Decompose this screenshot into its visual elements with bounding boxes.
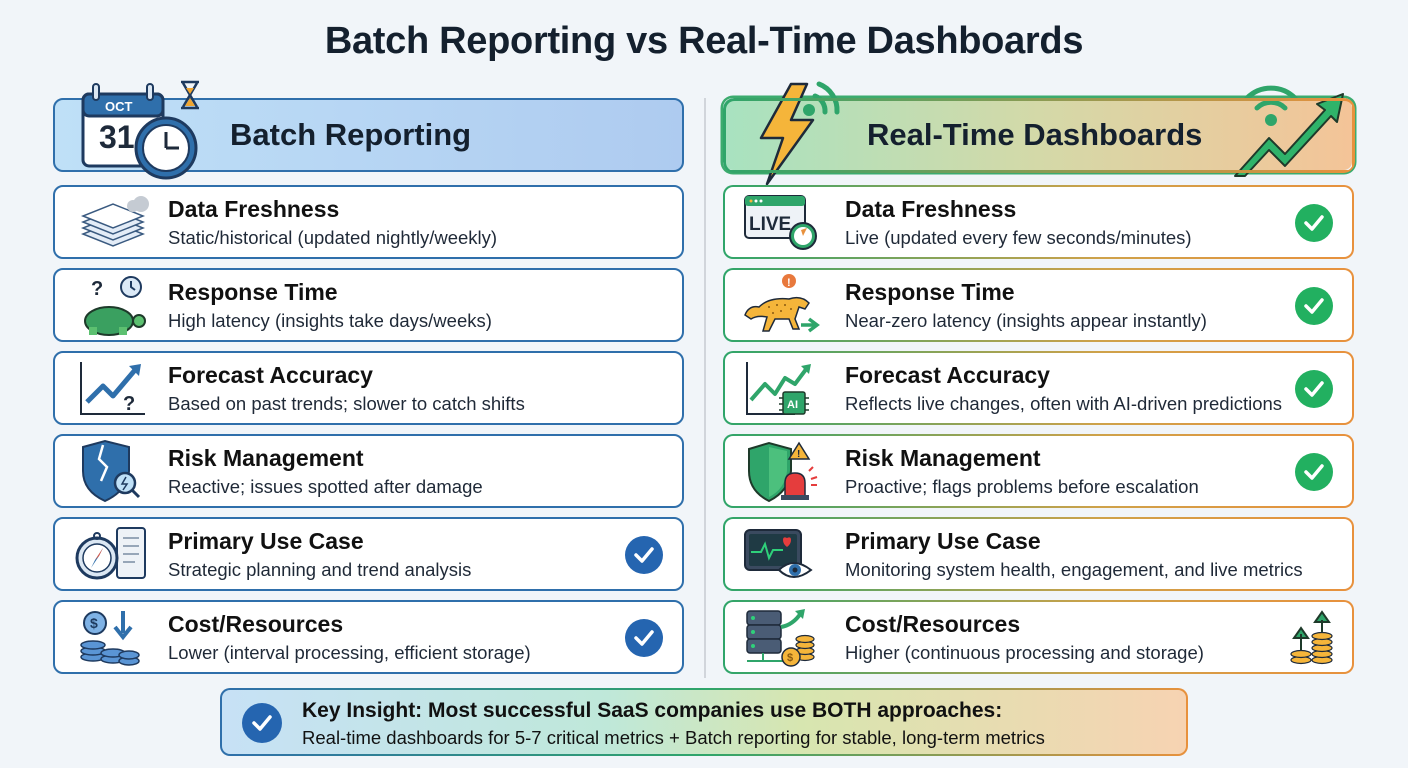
- key-insight-banner: Key Insight: Most successful SaaS compan…: [220, 688, 1188, 756]
- row-description: Monitoring system health, engagement, an…: [845, 559, 1303, 580]
- realtime-row-response-time: ! Response Time Near-zero latency (insig…: [723, 268, 1354, 342]
- column-divider: [704, 98, 706, 678]
- realtime-row-data-freshness: LIVE Data Freshness Live (updated every …: [723, 185, 1354, 259]
- row-label: Primary Use Case: [845, 528, 1041, 554]
- row-description: Reflects live changes, often with AI-dri…: [845, 393, 1283, 414]
- shield-alarm-icon: !: [739, 441, 821, 503]
- svg-text:OCT: OCT: [105, 99, 133, 114]
- svg-text:$: $: [787, 652, 793, 664]
- row-description: Strategic planning and trend analysis: [168, 559, 472, 580]
- svg-text:!: !: [797, 449, 800, 460]
- wifi-trend-up-icon: [1225, 80, 1355, 180]
- row-description: Live (updated every few seconds/minutes): [845, 227, 1192, 248]
- check-icon: [1295, 370, 1333, 408]
- svg-text:?: ?: [91, 278, 103, 300]
- coins-down-icon: $: [73, 607, 155, 667]
- trend-ai-chip-icon: AI: [739, 358, 821, 418]
- row-label: Cost/Resources: [168, 611, 344, 637]
- row-label: Forecast Accuracy: [845, 362, 1050, 388]
- svg-text:AI: AI: [787, 399, 798, 411]
- compass-scroll-icon: [73, 524, 155, 584]
- calendar-clock-hourglass-icon: OCT 31: [55, 80, 205, 184]
- live-stopwatch-icon: LIVE: [739, 192, 821, 252]
- svg-text:?: ?: [123, 393, 135, 415]
- svg-text:$: $: [90, 615, 98, 631]
- row-description: High latency (insights take days/weeks): [168, 310, 492, 331]
- realtime-row-risk-management: ! Risk Management Proactive; flags probl…: [723, 434, 1354, 508]
- realtime-header: Real-Time Dashboards: [723, 81, 1354, 186]
- batch-row-cost-resources: $ Cost/Resources Lower (interval process…: [53, 600, 684, 674]
- page-title: Batch Reporting vs Real-Time Dashboards: [324, 20, 1084, 62]
- coins-up-icon: [1288, 610, 1338, 666]
- row-label: Data Freshness: [845, 196, 1017, 222]
- insight-body: Real-time dashboards for 5-7 critical me…: [302, 727, 1045, 748]
- batch-row-data-freshness: Data Freshness Static/historical (update…: [53, 185, 684, 259]
- row-description: Lower (interval processing, efficient st…: [168, 642, 531, 663]
- batch-header-title: Batch Reporting: [230, 117, 472, 152]
- check-icon: [1295, 204, 1333, 242]
- row-label: Risk Management: [168, 445, 364, 471]
- row-description: Higher (continuous processing and storag…: [845, 642, 1204, 663]
- check-icon: [625, 536, 663, 574]
- row-label: Forecast Accuracy: [168, 362, 373, 388]
- monitor-eye-icon: [739, 524, 821, 584]
- broken-shield-icon: [73, 439, 155, 503]
- realtime-row-cost-resources: $ Cost/Resources Higher (continuous proc…: [723, 600, 1354, 674]
- batch-header: OCT 31 Batch Reporting: [53, 80, 684, 180]
- realtime-header-title: Real-Time Dashboards: [867, 117, 1203, 152]
- row-label: Risk Management: [845, 445, 1041, 471]
- trend-question-icon: ?: [73, 358, 155, 418]
- svg-text:!: !: [787, 277, 791, 289]
- row-description: Static/historical (updated nightly/weekl…: [168, 227, 498, 248]
- check-icon: [1295, 453, 1333, 491]
- row-label: Response Time: [168, 279, 338, 305]
- row-label: Cost/Resources: [845, 611, 1021, 637]
- batch-row-risk-management: Risk Management Reactive; issues spotted…: [53, 434, 684, 508]
- row-label: Data Freshness: [168, 196, 340, 222]
- batch-row-primary-use-case: Primary Use Case Strategic planning and …: [53, 517, 684, 591]
- row-description: Based on past trends; slower to catch sh…: [168, 393, 525, 414]
- svg-text:31: 31: [99, 119, 135, 155]
- realtime-row-forecast-accuracy: AI Forecast Accuracy Reflects live chang…: [723, 351, 1354, 425]
- row-description: Near-zero latency (insights appear insta…: [845, 310, 1207, 331]
- row-description: Reactive; issues spotted after damage: [168, 476, 483, 497]
- server-coins-icon: $: [739, 607, 821, 667]
- cheetah-icon: !: [739, 274, 821, 335]
- lightning-signal-icon: [755, 80, 850, 188]
- batch-row-response-time: ? Response Time High latency (insights t…: [53, 268, 684, 342]
- check-icon: [242, 703, 282, 743]
- insight-title: Key Insight: Most successful SaaS compan…: [302, 699, 1003, 722]
- row-label: Response Time: [845, 279, 1015, 305]
- check-icon: [625, 619, 663, 657]
- stacked-papers-icon: [73, 192, 155, 252]
- realtime-row-primary-use-case: Primary Use Case Monitoring system healt…: [723, 517, 1354, 591]
- turtle-icon: ?: [73, 275, 155, 336]
- row-label: Primary Use Case: [168, 528, 364, 554]
- batch-row-forecast-accuracy: ? Forecast Accuracy Based on past trends…: [53, 351, 684, 425]
- svg-text:LIVE: LIVE: [749, 214, 791, 235]
- row-description: Proactive; flags problems before escalat…: [845, 476, 1199, 497]
- check-icon: [1295, 287, 1333, 325]
